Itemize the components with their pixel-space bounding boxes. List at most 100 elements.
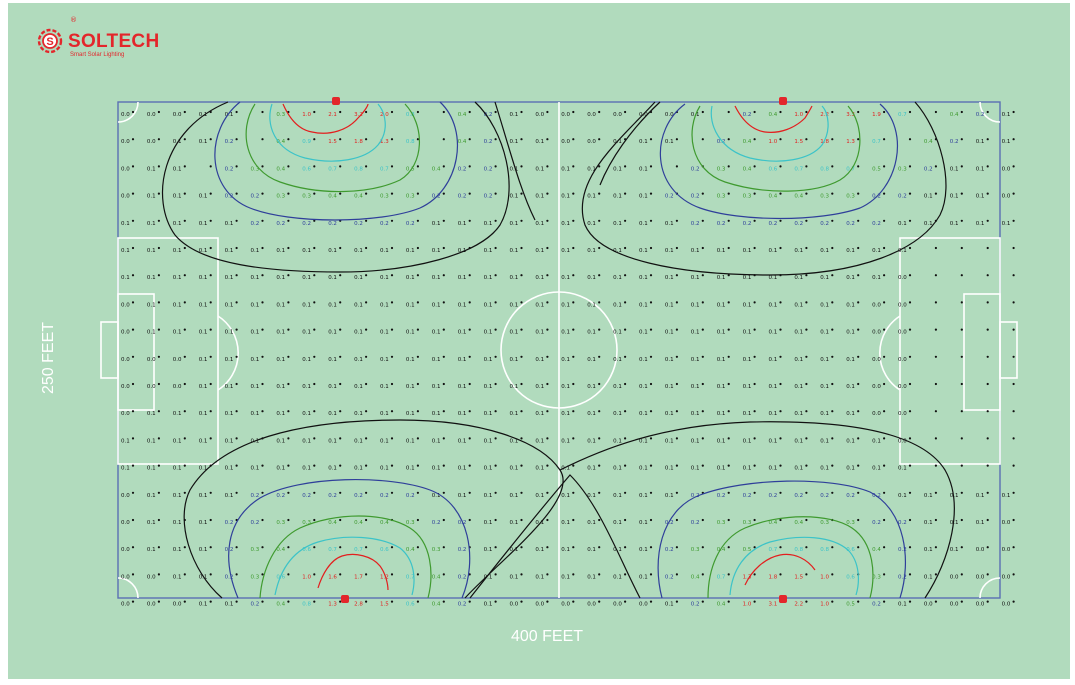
grid-point <box>131 464 135 467</box>
grid-point <box>157 165 160 168</box>
grid-value: 0.1 <box>147 547 156 553</box>
grid-point <box>313 328 316 331</box>
grid-value: 0.1 <box>535 302 544 308</box>
grid-point <box>365 219 368 222</box>
grid-point <box>365 410 368 413</box>
grid-point <box>209 301 212 304</box>
grid-point <box>701 382 704 386</box>
grid-point <box>779 138 782 141</box>
grid-point <box>416 328 419 331</box>
grid-value: 0.0 <box>121 330 130 336</box>
grid-value: 0.1 <box>769 438 778 444</box>
grid-value: 0.1 <box>820 411 829 417</box>
grid-value: 1.3 <box>328 602 337 608</box>
grid-point <box>183 301 186 304</box>
grid-value: 0.4 <box>328 194 337 200</box>
fixture-bottom-right <box>779 595 787 603</box>
grid-point <box>365 138 368 141</box>
grid-value: 0.6 <box>276 574 285 580</box>
grid-point <box>753 301 756 304</box>
grid-point <box>883 192 886 195</box>
grid-value: 0.1 <box>872 248 881 254</box>
contour-0.1-center-cross-a <box>469 474 641 599</box>
grid-value: 0.1 <box>613 574 622 580</box>
grid-value: 0.2 <box>251 520 260 526</box>
grid-point <box>701 274 704 277</box>
grid-value: 0.3 <box>432 547 441 553</box>
grid-value: 0.1 <box>225 112 234 118</box>
grid-point <box>727 464 730 467</box>
grid-value: 0.1 <box>846 248 855 254</box>
grid-point <box>831 219 834 222</box>
grid-value: 0.0 <box>121 194 130 200</box>
grid-point <box>339 165 342 168</box>
grid-value: 0.2 <box>717 139 726 145</box>
grid-point <box>960 165 963 168</box>
grid-point <box>235 600 238 603</box>
contour-0.1-center-top-b <box>599 101 661 186</box>
grid-value: 0.1 <box>691 275 700 281</box>
grid-value: 1.0 <box>820 602 829 608</box>
contour-0.2-bottom-left <box>228 479 471 599</box>
grid-value: 0.0 <box>121 574 130 580</box>
grid-value: 0.2 <box>924 166 933 172</box>
grid-value: 1.3 <box>380 139 389 145</box>
grid-point <box>390 301 394 304</box>
grid-value: 0.2 <box>484 139 493 145</box>
grid-value: 0.4 <box>458 139 467 145</box>
grid-value: 0.1 <box>458 384 467 390</box>
grid-value: 0.1 <box>432 493 441 499</box>
grid-value: 0.1 <box>717 248 726 254</box>
grid-value: 0.6 <box>769 166 778 172</box>
grid-point <box>727 165 730 168</box>
grid-point <box>908 138 912 141</box>
grid-point <box>986 328 989 331</box>
grid-point <box>235 382 238 386</box>
grid-value: 1.2 <box>380 574 389 580</box>
grid-value: 0.2 <box>251 194 260 200</box>
grid-value: 0.1 <box>587 166 596 172</box>
grid-value: 0.4 <box>328 520 337 526</box>
grid-point <box>831 573 834 576</box>
grid-point <box>468 355 471 358</box>
grid-value: 0.1 <box>510 166 519 172</box>
grid-value: 0.2 <box>691 602 700 608</box>
grid-value: 0.3 <box>302 194 311 200</box>
grid-value: 0.0 <box>872 384 881 390</box>
grid-point <box>572 382 575 386</box>
grid-value: 0.1 <box>717 275 726 281</box>
grid-value: 0.1 <box>121 248 130 254</box>
grid-value: 0.1 <box>251 302 260 308</box>
grid-value: 0.1 <box>484 602 493 608</box>
grid-point <box>727 491 730 494</box>
grid-value: 0.1 <box>484 330 493 336</box>
grid-value: 0.1 <box>561 384 570 390</box>
grid-value: 0.1 <box>976 493 985 499</box>
grid-value: 0.1 <box>794 275 803 281</box>
grid-value: 0.1 <box>587 221 596 227</box>
grid-value: 0.8 <box>302 602 311 608</box>
grid-point <box>753 110 756 114</box>
grid-point <box>675 301 679 304</box>
grid-point <box>986 138 989 141</box>
grid-value: 0.7 <box>406 574 415 580</box>
grid-value: 0.1 <box>302 330 311 336</box>
grid-point <box>520 464 523 467</box>
grid-point <box>960 301 963 304</box>
grid-point <box>157 573 160 576</box>
grid-point <box>960 355 963 358</box>
grid-point <box>416 274 419 277</box>
grid-value: 0.1 <box>199 139 208 145</box>
grid-point <box>649 600 653 603</box>
grid-value: 0.0 <box>898 330 907 336</box>
grid-value: 0.7 <box>898 112 907 118</box>
grid-value: 0.4 <box>717 602 726 608</box>
grid-point <box>649 382 653 386</box>
grid-point <box>442 301 445 304</box>
grid-point <box>287 546 290 549</box>
grid-point <box>339 246 342 250</box>
grid-point <box>960 138 963 141</box>
grid-value: 0.1 <box>510 574 519 580</box>
grid-value: 0.8 <box>794 547 803 553</box>
grid-point <box>675 165 679 168</box>
